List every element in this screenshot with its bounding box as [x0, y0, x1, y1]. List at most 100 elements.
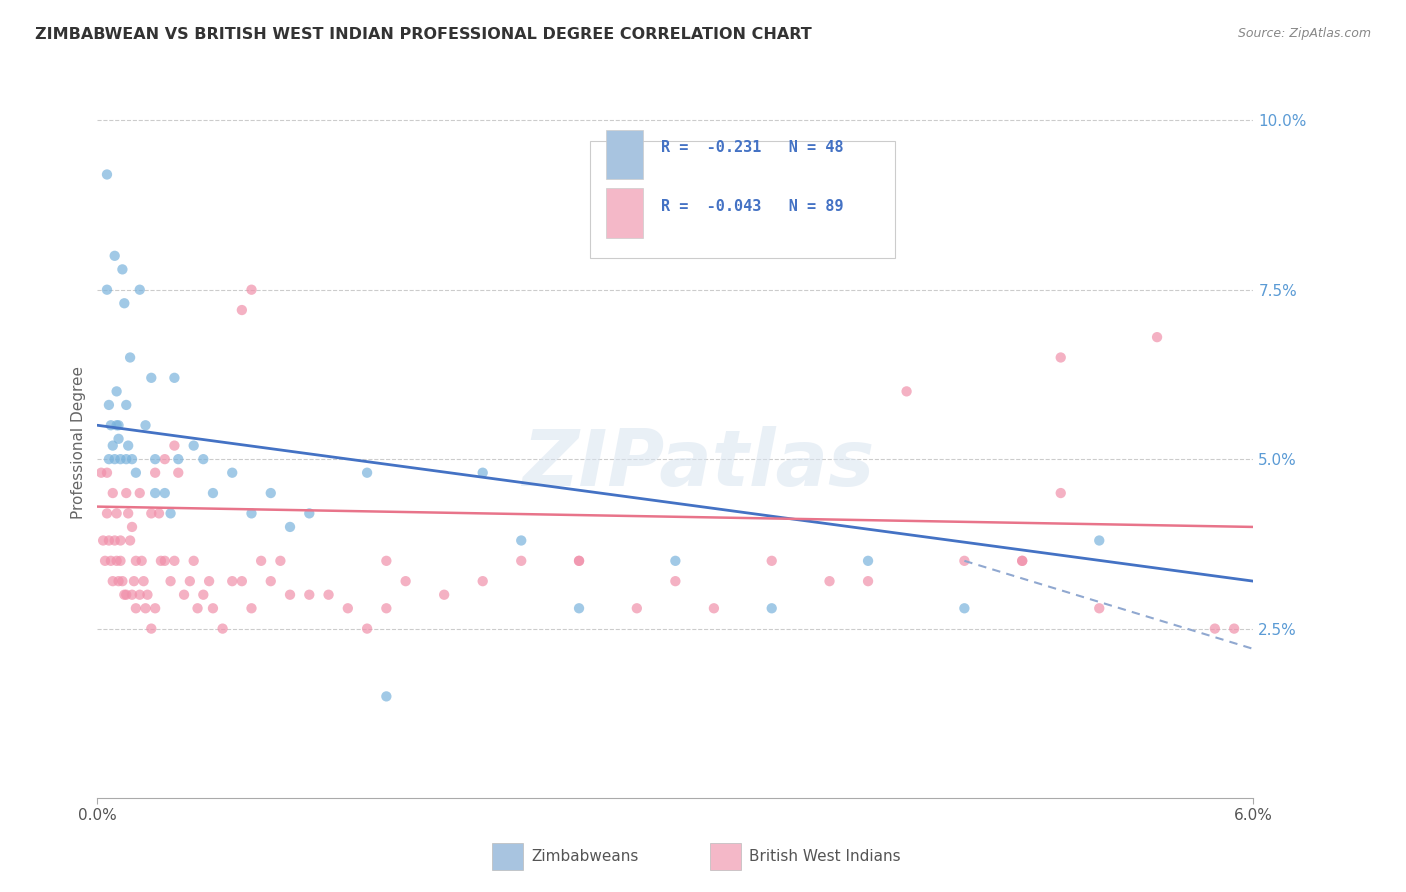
Point — [260, 574, 283, 589]
Point — [110, 533, 132, 548]
Point — [433, 588, 456, 602]
Point — [1049, 486, 1071, 500]
Point — [221, 466, 243, 480]
Point — [240, 283, 263, 297]
Point — [143, 486, 166, 500]
Point — [148, 507, 170, 521]
Point — [1011, 554, 1033, 568]
Point — [149, 554, 172, 568]
Point — [231, 303, 253, 318]
Point — [1088, 533, 1111, 548]
Point — [211, 622, 233, 636]
Point — [121, 588, 143, 602]
Point — [231, 574, 253, 589]
Point — [143, 452, 166, 467]
Text: R =  -0.043   N = 89: R = -0.043 N = 89 — [661, 199, 844, 214]
Point — [110, 554, 132, 568]
Point — [356, 622, 378, 636]
Point — [111, 262, 134, 277]
Text: ZIMBABWEAN VS BRITISH WEST INDIAN PROFESSIONAL DEGREE CORRELATION CHART: ZIMBABWEAN VS BRITISH WEST INDIAN PROFES… — [35, 27, 811, 42]
Point — [703, 601, 725, 615]
Point — [193, 588, 215, 602]
Point — [167, 466, 190, 480]
Point — [120, 351, 142, 365]
Point — [112, 296, 135, 310]
Point — [664, 554, 686, 568]
Point — [471, 466, 494, 480]
Point — [153, 452, 176, 467]
Point — [1011, 554, 1033, 568]
Point — [96, 168, 118, 182]
Point — [117, 439, 139, 453]
Point — [143, 601, 166, 615]
Point — [1204, 622, 1226, 636]
Point — [141, 371, 163, 385]
Point — [96, 507, 118, 521]
Point — [115, 486, 138, 500]
Point — [125, 466, 148, 480]
Point — [568, 554, 591, 568]
Point — [107, 432, 129, 446]
Text: Zimbabweans: Zimbabweans — [531, 849, 638, 863]
Point — [336, 601, 359, 615]
Point — [471, 574, 494, 589]
Point — [141, 622, 163, 636]
Point — [856, 554, 879, 568]
Point — [115, 452, 138, 467]
Point — [193, 452, 215, 467]
Point — [298, 588, 321, 602]
Point — [1146, 330, 1168, 344]
Point — [115, 588, 138, 602]
Point — [568, 601, 591, 615]
Point — [153, 486, 176, 500]
Point — [167, 452, 190, 467]
Point — [121, 452, 143, 467]
Point — [198, 574, 221, 589]
Point — [100, 554, 122, 568]
Point — [173, 588, 195, 602]
Point — [221, 574, 243, 589]
Point — [101, 439, 124, 453]
Point — [395, 574, 418, 589]
Text: British West Indians: British West Indians — [749, 849, 901, 863]
Point — [159, 574, 181, 589]
Point — [761, 554, 783, 568]
Point — [163, 439, 186, 453]
Point — [131, 554, 153, 568]
Point — [107, 418, 129, 433]
Point — [128, 486, 150, 500]
Point — [953, 554, 976, 568]
Point — [1049, 351, 1071, 365]
Point — [101, 486, 124, 500]
Point — [179, 574, 201, 589]
Point — [201, 601, 224, 615]
Point — [163, 554, 186, 568]
Point — [260, 486, 283, 500]
Point — [896, 384, 918, 399]
Point — [1223, 622, 1246, 636]
Point — [105, 418, 128, 433]
Point — [96, 466, 118, 480]
Point — [153, 554, 176, 568]
Point — [356, 466, 378, 480]
Point — [104, 452, 127, 467]
Point — [568, 554, 591, 568]
Point — [141, 507, 163, 521]
Point — [105, 384, 128, 399]
Point — [105, 554, 128, 568]
Point — [104, 249, 127, 263]
Text: R =  -0.231   N = 48: R = -0.231 N = 48 — [661, 140, 844, 155]
Point — [128, 588, 150, 602]
Text: Source: ZipAtlas.com: Source: ZipAtlas.com — [1237, 27, 1371, 40]
Point — [183, 439, 205, 453]
Point — [107, 574, 129, 589]
Point — [269, 554, 291, 568]
Point — [115, 398, 138, 412]
Point — [121, 520, 143, 534]
Point — [375, 690, 398, 704]
Point — [104, 533, 127, 548]
Point — [122, 574, 145, 589]
Point — [111, 574, 134, 589]
Point — [143, 466, 166, 480]
Point — [136, 588, 159, 602]
